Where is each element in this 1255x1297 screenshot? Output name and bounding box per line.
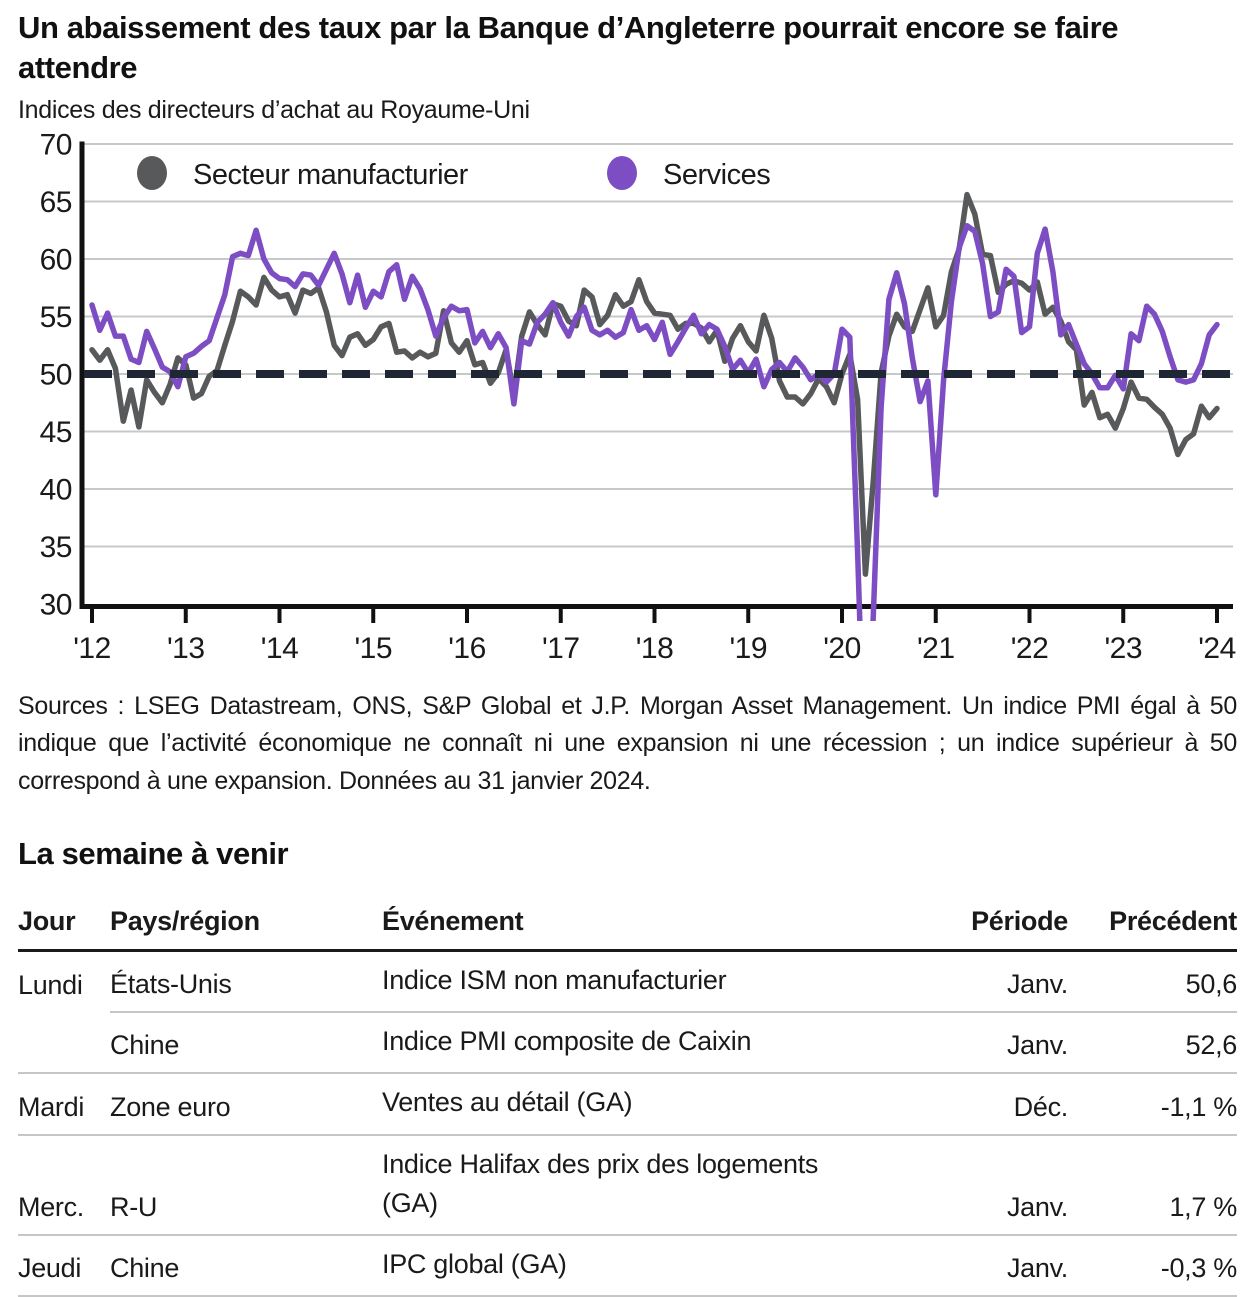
table-row: Lundi États-Unis Indice ISM non manufactur… (18, 950, 1237, 1014)
cell-pays: États-Unis (110, 950, 382, 1014)
column-header: Jour (18, 902, 110, 953)
x-axis-tick-label: '16 (448, 632, 486, 665)
pmi-chart-container: 70 65 60 55 50 45 40 35 30'12 '13 '14 '15 '16 '17 '18 '… (0, 131, 1255, 676)
week-ahead-heading: La semaine à venir (18, 836, 289, 872)
y-axis-tick-label: 70 (40, 131, 72, 162)
x-axis-tick-label: '17 (542, 632, 580, 665)
x-axis-tick-label: '15 (354, 632, 392, 665)
cell-evenement: Indice PMI composite de Caixin (382, 1012, 968, 1075)
y-axis-tick-label: 35 (40, 531, 72, 564)
cell-pays: Chine (110, 1012, 382, 1075)
column-header: Période (968, 902, 1076, 953)
cell-evenement: Indice Halifax des prix des logements (G… (382, 1134, 968, 1236)
cell-periode: Janv. (968, 1012, 1076, 1075)
cell-jour: Lundi (18, 970, 83, 1001)
column-header: Précédent (1076, 902, 1237, 953)
chart-subtitle: Indices des directeurs d’achat au Royaum… (18, 95, 530, 124)
cell-pays: Zone euro (110, 1073, 382, 1136)
table-row: Mardi Zone euro Ventes au détail (GA) Déc. -… (18, 1073, 1237, 1136)
legend-dot-services (607, 155, 637, 190)
services-line (89, 222, 1220, 621)
table-row: Merc. R-U Indice Halifax des prix des loge… (18, 1134, 1237, 1236)
cell-periode: Déc. (968, 1073, 1076, 1136)
x-axis-tick-label: '13 (167, 632, 205, 665)
table-row: Jeudi Chine IPC global (GA) Janv. -0,3 % (18, 1234, 1237, 1297)
x-axis-tick-label: '19 (729, 632, 767, 665)
cell-precedent: 52,6 (1076, 1012, 1237, 1075)
week-ahead-table-body: Lundi États-Unis Indice ISM non manufactur… (18, 950, 1237, 1297)
cell-jour (18, 1012, 110, 1075)
y-axis-tick-label: 45 (40, 416, 72, 449)
cell-jour: Jeudi (18, 1234, 110, 1297)
x-axis-tick-label: '14 (261, 632, 299, 665)
y-axis-tick-label: 60 (40, 243, 72, 276)
y-axis-tick-label: 55 (40, 301, 72, 334)
pmi-chart: 70 65 60 55 50 45 40 35 30'12 '13 '14 '15 '16 '17 '18 '… (40, 131, 1237, 665)
cell-pays: Chine (110, 1234, 382, 1297)
manufacturing-line (89, 191, 1220, 577)
x-axis-tick-label: '24 (1198, 632, 1236, 665)
x-axis-tick-label: '21 (917, 632, 955, 665)
y-axis-tick-label: 30 (40, 588, 72, 621)
legend-label-services: Services (663, 159, 770, 191)
cell-jour: Mardi (18, 1073, 110, 1136)
week-ahead-table-header: Jour Pays/région Événement Période Précédent (18, 902, 1237, 953)
y-axis-tick-label: 50 (40, 358, 72, 391)
x-axis-tick-label: '23 (1104, 632, 1142, 665)
column-header: Pays/région (110, 902, 382, 953)
cell-periode: Janv. (968, 1134, 1076, 1236)
cell-periode: Janv. (968, 1234, 1076, 1297)
cell-pays: R-U (110, 1134, 382, 1236)
cell-evenement: Ventes au détail (GA) (382, 1073, 968, 1136)
table-row: Chine Indice PMI composite de Caixin Janv.… (18, 1012, 1237, 1075)
cell-evenement: Indice ISM non manufacturier (382, 950, 968, 1014)
cell-evenement: IPC global (GA) (382, 1234, 968, 1297)
cell-precedent: 50,6 (1076, 950, 1237, 1014)
cell-precedent: -0,3 % (1076, 1234, 1237, 1297)
column-header: Événement (382, 902, 968, 953)
source-note: Sources : LSEG Datastream, ONS, S&P Glob… (18, 691, 1237, 795)
y-axis-tick-label: 40 (40, 473, 72, 506)
cell-precedent: -1,1 % (1076, 1073, 1237, 1136)
page-title: Un abaissement des taux par la Banque d’… (18, 10, 1119, 86)
cell-periode: Janv. (968, 950, 1076, 1014)
x-axis-tick-label: '22 (1011, 632, 1049, 665)
legend-dot-manufacturing (137, 155, 167, 190)
cell-jour: Merc. (18, 1134, 110, 1236)
week-ahead-table: Jour Pays/région Événement Période Précédent… (18, 902, 1237, 1297)
legend-label-manufacturing: Secteur manufacturier (193, 159, 469, 191)
cell-precedent: 1,7 % (1076, 1134, 1237, 1236)
y-axis-tick-label: 65 (40, 186, 72, 219)
x-axis-tick-label: '12 (73, 632, 111, 665)
x-axis-tick-label: '18 (636, 632, 674, 665)
header-row: Jour Pays/région Événement Période Précédent (18, 902, 1237, 953)
x-axis-tick-label: '20 (823, 632, 861, 665)
